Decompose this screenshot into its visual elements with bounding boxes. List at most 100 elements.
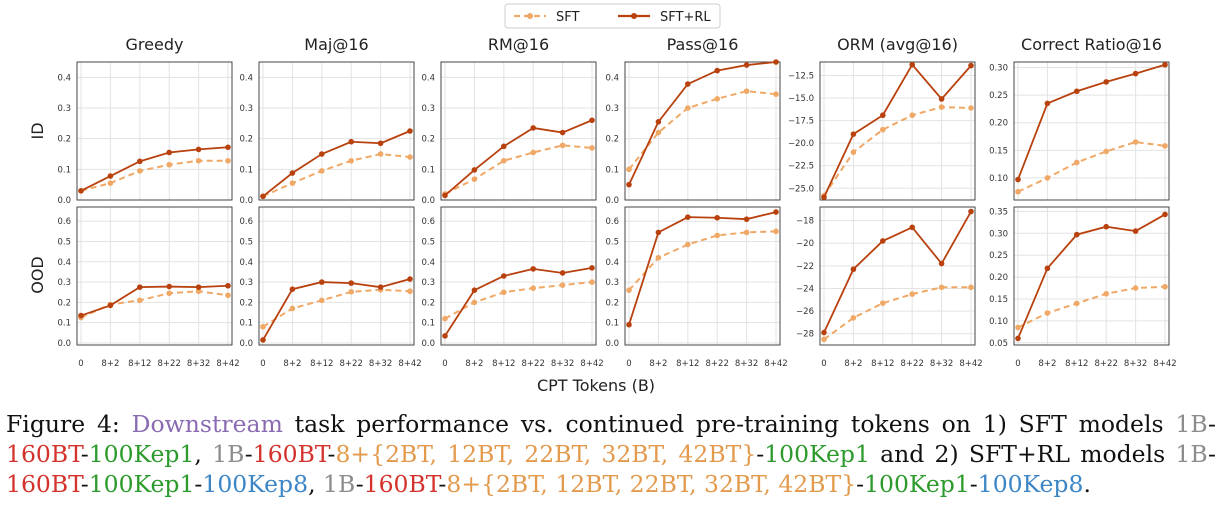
sft-point [909, 291, 915, 297]
plot-frame [440, 206, 597, 346]
plot-frame [76, 61, 233, 201]
y-tick-label: −22 [796, 262, 814, 272]
y-tick-label: −28 [796, 330, 814, 340]
sftrl-point [1103, 223, 1109, 230]
sft-series-line [444, 144, 593, 195]
sftrl-point [377, 140, 384, 147]
y-tick-label: 0.4 [239, 73, 253, 83]
y-tick-label: 0.1 [57, 165, 71, 175]
x-tick-label: 0 [1015, 359, 1020, 369]
sftrl-point [348, 280, 355, 286]
x-tick-label: 0 [260, 359, 265, 369]
caption-text-1: task performance vs. continued pre-train… [282, 410, 1176, 438]
sftrl-point [407, 128, 413, 134]
sftrl-point [166, 149, 172, 156]
sftrl-point [880, 112, 886, 119]
x-tick-label: 8+22 [901, 359, 924, 369]
sft-point [166, 161, 172, 168]
y-tick-label: 0.05 [989, 339, 1008, 349]
panel-ood-5: −28 −26 −24 −22 −20 −18 0 8+2 8+12 8+22 8+32 8+42 [796, 206, 983, 369]
sft-point [685, 241, 691, 248]
y-tick-label: 0.6 [421, 217, 435, 227]
sft-point [137, 297, 143, 304]
sft-point [559, 282, 566, 288]
sftrl-point [850, 131, 857, 137]
sftrl-point [968, 62, 974, 69]
sft-point [626, 166, 632, 173]
sftrl-point [501, 143, 507, 150]
y-tick-label: −22.5 [788, 162, 814, 172]
sftrl-point [968, 208, 974, 215]
sftrl-point [880, 238, 886, 244]
panel-ood-6: 0.05 0.10 0.15 0.20 0.25 0.30 0.35 0 8+2 8+12 8+22… [989, 206, 1177, 369]
y-tick-label: 0.5 [605, 238, 619, 248]
plot-frame [258, 61, 415, 201]
plot-frame [819, 61, 976, 201]
caption-text-2: and 2) SFT+RL models [869, 440, 1176, 468]
caption-dash: - [969, 470, 978, 498]
plot-frame [624, 206, 781, 346]
panel-id-6: 0.10 0.15 0.20 0.25 0.30 Correct Ratio@16 [989, 35, 1170, 201]
x-tick-label: 0 [78, 359, 83, 369]
x-tick-label: 0 [442, 359, 447, 369]
legend-sftrl-label: SFT+RL [660, 10, 711, 25]
x-tick-label: 8+42 [764, 359, 787, 369]
y-tick-label: 0.3 [239, 104, 253, 114]
x-tick-label: 8+42 [959, 359, 982, 369]
sft-point [501, 157, 507, 164]
x-tick-label: 8+42 [580, 359, 603, 369]
sftrl-point [589, 117, 595, 124]
caption-dash: - [327, 440, 336, 468]
row-label-id: ID [28, 122, 47, 139]
sft-point [559, 142, 566, 149]
y-tick-label: 0.2 [421, 298, 435, 308]
caption-m1-size: 1B [1175, 410, 1209, 438]
plot-frame [76, 206, 233, 346]
caption-m1-tokens: 160BT [6, 440, 81, 468]
x-tick-label: 8+2 [283, 359, 301, 369]
y-tick-label: 0.3 [605, 104, 619, 114]
sftrl-point [107, 173, 114, 179]
sftrl-series-line [628, 211, 777, 325]
x-tick-label: 8+32 [735, 359, 758, 369]
sftrl-point [773, 209, 779, 215]
caption-downstream: Downstream [131, 410, 283, 438]
sftrl-point [685, 214, 691, 220]
y-tick-label: 0.35 [989, 207, 1008, 217]
sftrl-point [407, 276, 413, 282]
sft-point [880, 300, 886, 306]
caption-m2-size: 1B [212, 440, 245, 468]
y-tick-label: 0.10 [989, 317, 1008, 327]
sftrl-series-line [262, 130, 411, 198]
y-tick-label: 0.1 [605, 165, 619, 175]
sftrl-series-line [444, 266, 593, 337]
sft-point [1162, 283, 1168, 290]
sft-point [589, 279, 595, 285]
sft-point [225, 292, 231, 299]
figure: SFT SFT+RL ID OOD CPT Tokens (B) 0.00.10… [28, 3, 1177, 395]
x-tick-label: 8+12 [492, 359, 515, 369]
sftrl-point [1015, 176, 1021, 183]
panel-id-2: 0.0 0.1 0.2 0.3 0.4 Maj@16 [239, 35, 415, 206]
panel-id-3: 0.0 0.1 0.2 0.3 0.4 RM@16 [421, 35, 597, 206]
y-tick-label: 0.25 [989, 91, 1008, 101]
x-tick-label: 8+22 [340, 359, 363, 369]
y-tick-label: 0.5 [57, 238, 71, 248]
y-tick-label: 0.4 [421, 258, 435, 268]
plot-frame [440, 61, 597, 201]
panel-title: ORM (avg@16) [837, 35, 958, 54]
y-tick-label: 0.3 [239, 278, 253, 288]
sft-point [530, 285, 536, 291]
sft-series-line [823, 106, 972, 197]
sftrl-point [319, 151, 325, 157]
sft-series-line [823, 286, 971, 341]
sftrl-series-line [1017, 63, 1166, 180]
sftrl-point [225, 282, 231, 289]
caption-comma: , [308, 470, 324, 498]
caption-dash: - [244, 440, 253, 468]
sftrl-point [909, 224, 915, 231]
sftrl-point [1103, 79, 1109, 85]
sft-point [260, 323, 266, 330]
x-tick-label: 8+32 [930, 359, 953, 369]
sftrl-point [195, 146, 202, 153]
